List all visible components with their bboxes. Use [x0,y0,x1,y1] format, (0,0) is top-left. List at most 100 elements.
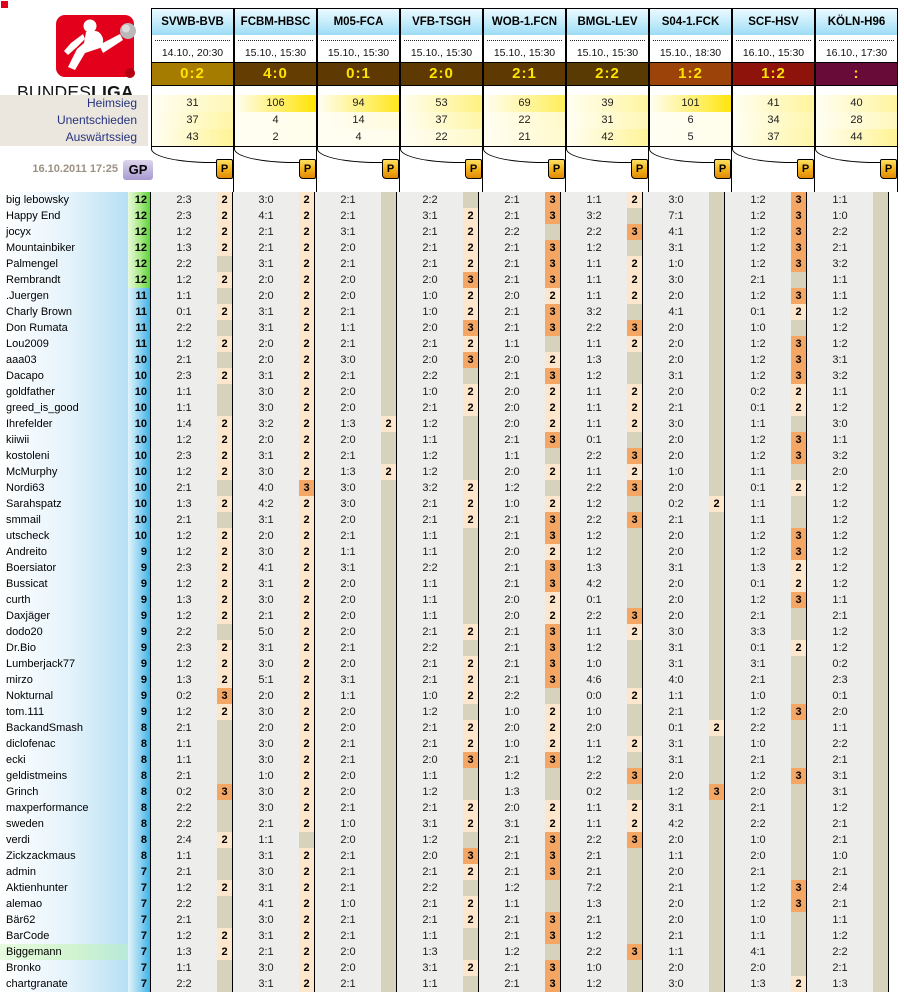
points-cell [873,672,889,688]
player-name[interactable]: sweden [0,816,128,832]
stat-draws: 4 [235,112,316,129]
points-cell [545,784,561,800]
player-name[interactable]: Sarahspatz [0,496,128,512]
player-name[interactable]: Happy End [0,208,128,224]
points-cell [873,848,889,864]
player-name[interactable]: Ihrefelder [0,416,128,432]
tab-callout-curve [483,147,550,163]
player-name[interactable]: Lumberjack77 [0,656,128,672]
player-name[interactable]: Rembrandt [0,272,128,288]
points-column-tab[interactable]: P [382,159,399,179]
player-name[interactable]: ecki [0,752,128,768]
match-teams[interactable]: SCF-HSV [733,9,814,35]
player-name[interactable]: Andreito [0,544,128,560]
player-name[interactable]: greed_is_good [0,400,128,416]
player-name[interactable]: Biggemann [0,944,128,960]
points-cell [381,640,397,656]
player-name[interactable]: diclofenac [0,736,128,752]
player-name[interactable]: Palmengel [0,256,128,272]
player-name[interactable]: admin [0,864,128,880]
player-name[interactable]: utscheck [0,528,128,544]
match-teams[interactable]: FCBM-HBSC [235,9,316,35]
player-name[interactable]: BarCode [0,928,128,944]
player-name[interactable]: verdi [0,832,128,848]
column-border-line [233,147,234,192]
match-teams[interactable]: SVWB-BVB [152,9,233,35]
player-name[interactable]: Nordi63 [0,480,128,496]
player-name[interactable]: Mountainbiker [0,240,128,256]
player-name[interactable]: Lou2009 [0,336,128,352]
points-column-tab[interactable]: P [631,159,648,179]
match-teams[interactable]: S04-1.FCK [650,9,731,35]
player-name[interactable]: .Juergen [0,288,128,304]
match-teams[interactable]: KÖLN-H96 [816,9,897,35]
points-column-tab[interactable]: P [880,159,897,179]
points-cell: 2 [463,336,479,352]
match-teams[interactable]: WOB-1.FCN [484,9,565,35]
points-cell [873,624,889,640]
points-column-tab[interactable]: P [714,159,731,179]
player-name[interactable]: Zickzackmaus [0,848,128,864]
player-name[interactable]: Nokturnal [0,688,128,704]
match-teams[interactable]: VFB-TSGH [401,9,482,35]
player-name[interactable]: geldistmeins [0,768,128,784]
player-name[interactable]: kostoleni [0,448,128,464]
player-name[interactable]: jocyx [0,224,128,240]
player-name[interactable]: curth [0,592,128,608]
player-name[interactable]: tom.111 [0,704,128,720]
prediction-cell: 3:1 [643,800,709,816]
points-cell [709,432,725,448]
points-column-tab[interactable]: P [797,159,814,179]
player-name[interactable]: McMurphy [0,464,128,480]
player-name[interactable]: goldfather [0,384,128,400]
player-name[interactable]: Dacapo [0,368,128,384]
prediction-cell: 1:1 [807,272,873,288]
player-name[interactable]: alemao [0,896,128,912]
player-name[interactable]: Don Rumata [0,320,128,336]
player-name[interactable]: mirzo [0,672,128,688]
player-name[interactable]: kiiwii [0,432,128,448]
player-name[interactable]: Bär62 [0,912,128,928]
prediction-cell: 2:0 [315,784,381,800]
points-cell [709,320,725,336]
points-column-tab[interactable]: P [465,159,482,179]
prediction-cell: 2:2 [151,816,217,832]
prediction-cell: 3:1 [643,736,709,752]
prediction-cell: 1:2 [807,640,873,656]
match-teams[interactable]: BMGL-LEV [567,9,648,35]
tip-statistics: 40 28 44 [815,95,898,147]
player-name[interactable]: chartgranate [0,976,128,992]
points-column-tab[interactable]: P [216,159,233,179]
player-row: chartgranate 7 2:2 3:1 2 2:1 1:1 2:1 3 1:2 3:0 1:3 2… [0,976,904,992]
points-cell [709,896,725,912]
gp-column-header[interactable]: GP [123,160,153,180]
player-name[interactable]: Charly Brown [0,304,128,320]
points-cell [627,672,643,688]
tab-callout-curve [317,147,384,163]
player-gp-total: 9 [128,704,151,720]
player-name[interactable]: Boersiator [0,560,128,576]
player-name[interactable]: dodo20 [0,624,128,640]
prediction-cell: 1:0 [643,464,709,480]
player-name[interactable]: maxperformance [0,800,128,816]
player-name[interactable]: aaa03 [0,352,128,368]
tab-callout-curve [234,147,301,163]
prediction-cell: 2:0 [315,944,381,960]
prediction-cell: 1:2 [561,928,627,944]
player-name[interactable]: smmail [0,512,128,528]
points-cell [463,928,479,944]
prediction-cell: 2:3 [151,368,217,384]
player-name[interactable]: Aktienhunter [0,880,128,896]
match-teams[interactable]: M05-FCA [318,9,399,35]
player-name[interactable]: Bussicat [0,576,128,592]
player-name[interactable]: Grinch [0,784,128,800]
player-row: aaa03 10 2:1 2:0 2 3:0 2:0 3 2:0 2 1:3 2:0 1:2 3 3:1 [0,352,904,368]
player-name[interactable]: Dr.Bio [0,640,128,656]
player-name[interactable]: Bronko [0,960,128,976]
prediction-cell: 1:1 [561,272,627,288]
player-name[interactable]: Daxjäger [0,608,128,624]
player-name[interactable]: BackandSmash [0,720,128,736]
player-name[interactable]: big lebowsky [0,192,128,208]
points-column-tab[interactable]: P [299,159,316,179]
points-column-tab[interactable]: P [548,159,565,179]
